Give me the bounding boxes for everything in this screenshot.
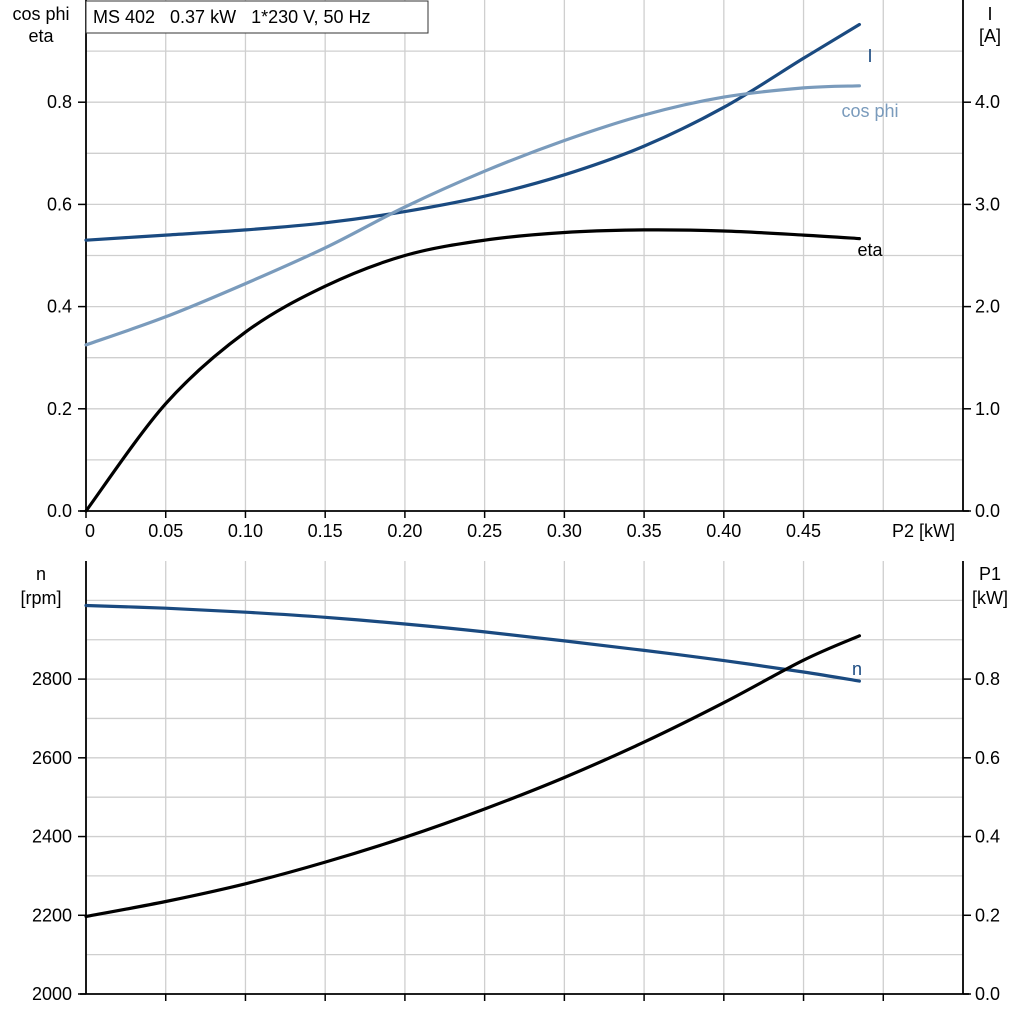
x-tick-label: 0.35 xyxy=(627,521,662,541)
x-tick-label: 0.15 xyxy=(308,521,343,541)
left-tick-label: 2000 xyxy=(32,984,72,1004)
right-axis-label: [kW] xyxy=(972,588,1008,608)
x-axis-label: P2 [kW] xyxy=(892,521,955,541)
right-axis-label: P1 xyxy=(979,564,1001,584)
series-label-eta: eta xyxy=(857,240,883,260)
x-tick-label: 0 xyxy=(85,521,95,541)
x-tick-label: 0.45 xyxy=(786,521,821,541)
right-axis-label: I xyxy=(987,4,992,24)
x-tick-label: 0.40 xyxy=(706,521,741,541)
right-tick-label: 0.6 xyxy=(975,748,1000,768)
right-tick-label: 1.0 xyxy=(975,399,1000,419)
left-tick-label: 2400 xyxy=(32,827,72,847)
right-axis-label: [A] xyxy=(979,26,1001,46)
left-tick-label: 0.6 xyxy=(47,194,72,214)
x-tick-label: 0.25 xyxy=(467,521,502,541)
series-label-i: I xyxy=(867,46,872,66)
left-tick-label: 2800 xyxy=(32,669,72,689)
left-tick-label: 0.0 xyxy=(47,501,72,521)
right-tick-label: 4.0 xyxy=(975,92,1000,112)
x-tick-label: 0.20 xyxy=(387,521,422,541)
chart-title-box: MS 402 0.37 kW 1*230 V, 50 Hz xyxy=(85,0,429,34)
chart-title: MS 402 0.37 kW 1*230 V, 50 Hz xyxy=(93,7,371,27)
series-line-i xyxy=(84,22,861,242)
top-panel: 0.0 0.2 0.4 0.6 0.8 0.0 1.0 2.0 3.0 4.0 0 0.05 0.10 0… xyxy=(12,0,1001,541)
left-tick-label: 0.8 xyxy=(47,92,72,112)
series-line-cos-phi xyxy=(84,84,861,347)
right-tick-label: 0.4 xyxy=(975,827,1000,847)
x-tick-label: 0.30 xyxy=(547,521,582,541)
left-tick-label: 2200 xyxy=(32,905,72,925)
x-tick-label: 0.10 xyxy=(228,521,263,541)
series-label-cos-phi: cos phi xyxy=(841,101,898,121)
left-axis-label: n xyxy=(36,564,46,584)
x-tick-label: 0.05 xyxy=(148,521,183,541)
left-tick-label: 0.2 xyxy=(47,399,72,419)
right-tick-label: 0.8 xyxy=(975,669,1000,689)
series-line-eta xyxy=(84,228,861,513)
right-tick-label: 2.0 xyxy=(975,297,1000,317)
left-axis-label: [rpm] xyxy=(20,588,61,608)
right-tick-label: 0.2 xyxy=(975,905,1000,925)
bottom-panel: 2000 2200 2400 2600 2800 0.0 0.2 0.4 0.6 0.8 n [rpm… xyxy=(20,561,1008,1004)
left-tick-label: 2600 xyxy=(32,748,72,768)
left-tick-label: 0.4 xyxy=(47,297,72,317)
left-axis-label: eta xyxy=(28,26,54,46)
series-label-n: n xyxy=(852,659,862,679)
right-tick-label: 0.0 xyxy=(975,501,1000,521)
right-tick-label: 0.0 xyxy=(975,984,1000,1004)
left-axis-label: cos phi xyxy=(12,4,69,24)
right-tick-label: 3.0 xyxy=(975,194,1000,214)
series-line-n xyxy=(84,603,861,683)
series-line-bottom-right xyxy=(84,634,861,919)
